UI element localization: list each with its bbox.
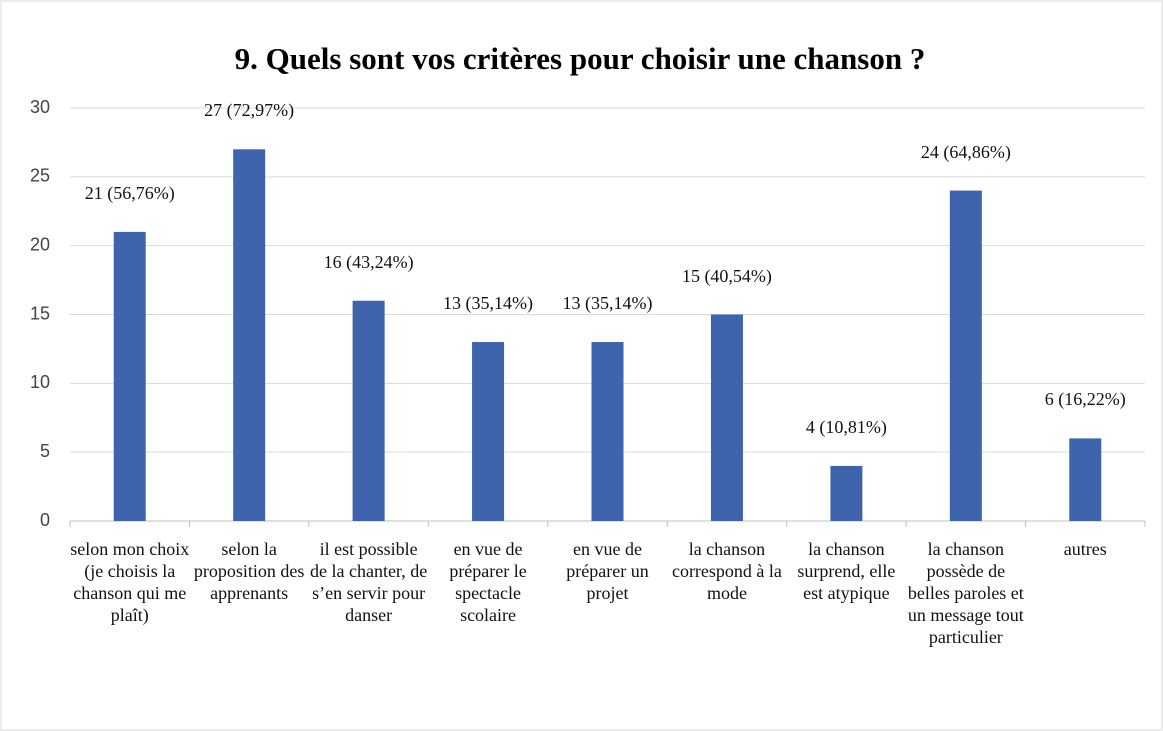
data-label: 16 (43,24%)	[323, 251, 414, 272]
y-tick-label: 10	[30, 372, 50, 392]
x-tick-label: la chanson possède de belles paroles et …	[907, 539, 1024, 647]
bar	[1069, 438, 1102, 521]
data-label: 15 (40,54%)	[681, 265, 772, 286]
y-tick-label: 5	[40, 441, 50, 461]
bar	[830, 465, 863, 521]
data-label: 13 (35,14%)	[562, 293, 653, 314]
data-label: 21 (56,76%)	[84, 182, 175, 203]
data-label: 24 (64,86%)	[920, 141, 1011, 162]
data-label: 6 (16,22%)	[1044, 389, 1126, 410]
bar	[949, 190, 982, 521]
bar	[352, 300, 385, 521]
data-label: 13 (35,14%)	[443, 293, 534, 314]
y-tick-label: 15	[30, 303, 50, 323]
y-tick-label: 25	[30, 166, 50, 186]
y-tick-label: 20	[30, 234, 50, 254]
bar	[233, 149, 266, 522]
x-tick-label: la chanson surprend, elle est atypique	[797, 539, 896, 603]
x-tick-label: la chanson correspond à la mode	[671, 539, 782, 603]
bar	[113, 231, 146, 521]
bar	[591, 342, 624, 521]
data-label: 27 (72,97%)	[204, 100, 295, 121]
chart-title: 9. Quels sont vos critères pour choisir …	[235, 41, 926, 76]
x-tick-label: en vue de préparer le spectacle scolaire	[449, 539, 527, 625]
data-label: 4 (10,81%)	[805, 416, 887, 437]
y-tick-label: 0	[40, 510, 50, 530]
x-tick-label: selon mon choix (je choisis la chanson q…	[70, 539, 190, 625]
y-tick-label: 30	[30, 97, 50, 117]
x-tick-label: en vue de préparer un projet	[566, 539, 649, 603]
bar	[710, 314, 743, 521]
x-tick-label: il est possible de la chanter, de s’en s…	[309, 539, 428, 625]
x-tick-label: autres	[1063, 539, 1107, 559]
x-tick-label: selon la proposition des apprenants	[193, 539, 305, 603]
bar	[472, 342, 505, 521]
